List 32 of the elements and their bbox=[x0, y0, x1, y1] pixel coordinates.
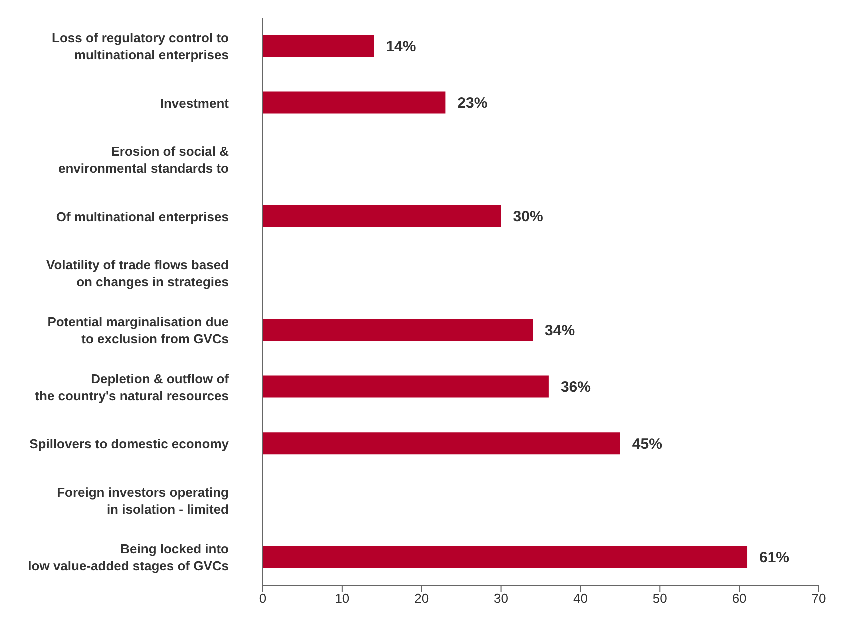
data-label: 34% bbox=[545, 322, 576, 340]
y-tick-label: Spillovers to domestic economy bbox=[30, 436, 230, 452]
y-tick-label: Of multinational enterprises bbox=[56, 209, 229, 224]
y-tick-label: Foreign investors operating in isolation - limited bbox=[57, 484, 230, 517]
data-label: 36% bbox=[560, 379, 591, 396]
data-label: 30% bbox=[513, 208, 544, 226]
x-tick-label: 20 bbox=[414, 591, 430, 606]
x-tick-label: 0 bbox=[259, 591, 267, 606]
bar bbox=[263, 432, 620, 455]
bar bbox=[263, 376, 549, 398]
x-tick-label: 30 bbox=[494, 591, 509, 606]
y-tick-label: Erosion of social & environmental standards to bbox=[58, 144, 230, 176]
x-tick-label: 50 bbox=[652, 591, 668, 606]
data-label: 45% bbox=[632, 436, 662, 453]
y-tick-label: Being locked into low value-added stages of GVCs bbox=[28, 542, 230, 574]
y-tick-label: Potential marginalisation due to exclusion from GVCs bbox=[48, 314, 229, 346]
data-label: 61% bbox=[760, 549, 790, 566]
bar bbox=[263, 205, 502, 228]
y-tick-label: Loss of regulatory control to multinational enterprises bbox=[52, 30, 230, 62]
x-tick-label: 10 bbox=[335, 591, 350, 606]
y-tick-label: Investment bbox=[160, 96, 230, 111]
bar bbox=[263, 92, 446, 114]
bar bbox=[263, 546, 748, 568]
y-tick-label: Volatility of trade flows based on changes in strategies bbox=[46, 258, 230, 290]
x-tick-label: 40 bbox=[573, 591, 588, 606]
data-label: 23% bbox=[458, 95, 488, 112]
y-tick-label: Depletion & outflow of the country's natural resources bbox=[35, 371, 230, 404]
bar bbox=[263, 319, 534, 341]
bar bbox=[263, 35, 374, 57]
x-tick-label: 70 bbox=[812, 591, 826, 606]
data-label: 14% bbox=[386, 38, 416, 56]
x-tick-label: 60 bbox=[732, 591, 747, 606]
